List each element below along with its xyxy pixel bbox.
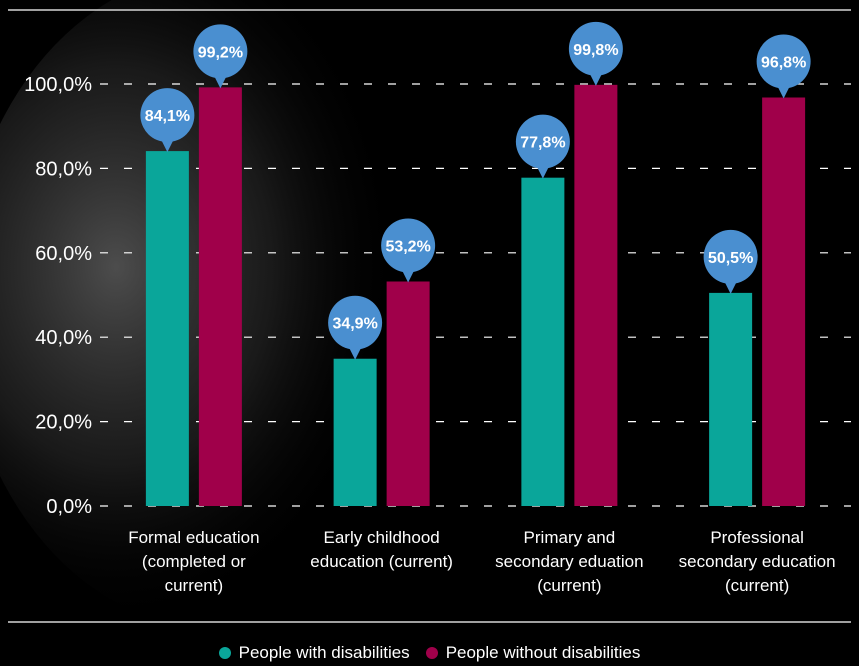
- data-label: 53,2%: [385, 238, 430, 255]
- data-label-bubble: [568, 21, 623, 76]
- bar: [521, 177, 565, 506]
- legend-label-with: People with disabilities: [238, 643, 410, 662]
- data-label-bubble: [328, 295, 383, 350]
- data-label-bubble: [703, 229, 758, 284]
- data-label: 99,8%: [573, 42, 618, 59]
- legend-swatch-with: [218, 647, 231, 659]
- y-tick-label: 100,0%: [24, 74, 92, 96]
- data-label: 34,9%: [332, 316, 377, 333]
- x-category-label: Early childhood education (current): [310, 528, 453, 571]
- data-label-bubble: [193, 24, 248, 79]
- data-label: 77,8%: [520, 135, 565, 152]
- bar: [762, 97, 806, 506]
- data-label: 84,1%: [145, 108, 190, 125]
- x-category-label: Formal education (completed or current): [128, 528, 259, 595]
- data-label-bubble: [381, 218, 436, 273]
- legend: People with disabilities People without …: [0, 641, 859, 665]
- bar: [333, 358, 377, 506]
- bar: [198, 87, 242, 506]
- data-label: 50,5%: [708, 250, 753, 267]
- data-label: 96,8%: [761, 55, 806, 72]
- y-tick-label: 80,0%: [35, 158, 92, 180]
- x-category-label: Primary and secondary eduation (current): [495, 528, 643, 595]
- data-label-bubble: [140, 88, 195, 143]
- y-tick-label: 20,0%: [35, 412, 92, 434]
- data-label-bubble: [515, 114, 570, 169]
- y-tick-label: 60,0%: [35, 243, 92, 265]
- bar: [574, 84, 618, 507]
- y-tick-label: 0,0%: [46, 496, 92, 518]
- x-category-label: Professional secondary education (current): [679, 528, 836, 595]
- data-label-bubble: [756, 34, 811, 89]
- bar: [145, 151, 189, 506]
- legend-item-without: People without disabilities: [425, 643, 641, 663]
- y-tick-label: 40,0%: [35, 327, 92, 349]
- legend-swatch-without: [425, 647, 438, 659]
- bar: [386, 281, 430, 506]
- data-label: 99,2%: [198, 44, 243, 61]
- legend-item-with: People with disabilities: [218, 643, 410, 663]
- legend-label-without: People without disabilities: [445, 643, 641, 662]
- bar: [709, 292, 753, 506]
